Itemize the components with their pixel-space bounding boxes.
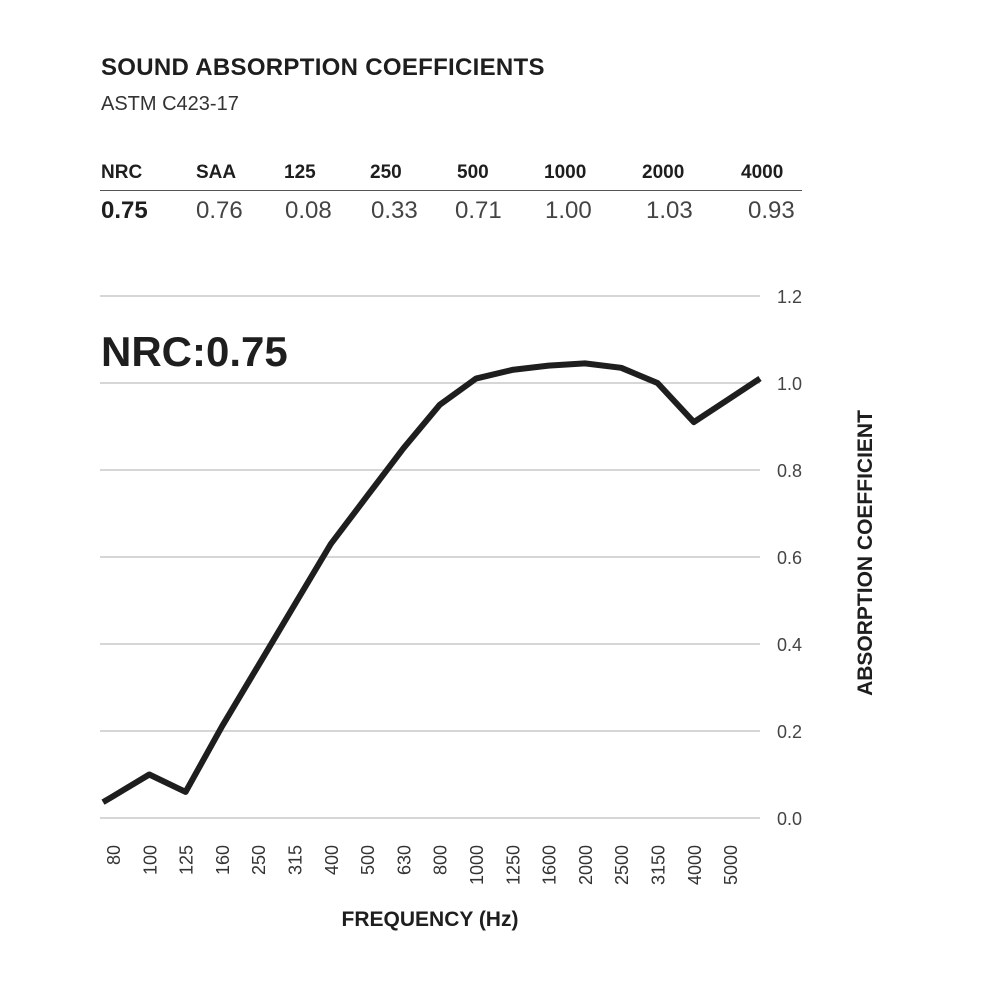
x-tick-label: 1000 xyxy=(467,845,487,885)
x-tick-label: 400 xyxy=(322,845,342,875)
chart-title: SOUND ABSORPTION COEFFICIENTS xyxy=(101,54,545,81)
table-header: NRC xyxy=(101,162,143,183)
table-value: 0.93 xyxy=(748,197,795,224)
series-line xyxy=(101,360,762,805)
table-value: 0.08 xyxy=(285,197,332,224)
x-tick-label: 1600 xyxy=(540,845,560,885)
x-tick-label: 315 xyxy=(286,845,306,875)
table-header: 1000 xyxy=(544,162,587,183)
table-value: 0.33 xyxy=(371,197,418,224)
table-value: 0.76 xyxy=(196,197,243,224)
table-header: SAA xyxy=(196,162,237,183)
table-value: 1.00 xyxy=(545,197,592,224)
y-axis-label: ABSORPTION COEFFICIENT xyxy=(854,410,877,696)
y-tick-label: 0.8 xyxy=(777,461,802,481)
table-header: 500 xyxy=(457,162,489,183)
x-tick-label: 2000 xyxy=(576,845,596,885)
x-tick-label: 500 xyxy=(358,845,378,875)
y-tick-label: 0.4 xyxy=(777,635,802,655)
x-axis-label: FREQUENCY (Hz) xyxy=(342,908,519,931)
table-header: 2000 xyxy=(642,162,685,183)
chart-subtitle: ASTM C423-17 xyxy=(101,93,239,115)
x-tick-label: 250 xyxy=(249,845,269,875)
x-tick-label: 3150 xyxy=(649,845,669,885)
x-tick-label: 4000 xyxy=(685,845,705,885)
y-tick-label: 0.2 xyxy=(777,722,802,742)
table-value: 0.75 xyxy=(101,197,148,224)
table-header: 125 xyxy=(284,162,316,183)
nrc-annotation: NRC:0.75 xyxy=(101,328,288,375)
table-divider xyxy=(100,190,802,191)
x-tick-label: 1250 xyxy=(503,845,523,885)
table-value: 0.71 xyxy=(455,197,502,224)
y-tick-label: 1.0 xyxy=(777,374,802,394)
table-value: 1.03 xyxy=(646,197,693,224)
x-tick-label: 800 xyxy=(431,845,451,875)
x-tick-label: 160 xyxy=(213,845,233,875)
x-tick-label: 80 xyxy=(104,845,124,865)
x-tick-label: 100 xyxy=(140,845,160,875)
y-tick-label: 0.6 xyxy=(777,548,802,568)
x-tick-label: 2500 xyxy=(612,845,632,885)
table-header: 4000 xyxy=(741,162,784,183)
x-tick-label: 5000 xyxy=(721,845,741,885)
y-tick-label: 1.2 xyxy=(777,287,802,307)
y-tick-label: 0.0 xyxy=(777,809,802,829)
table-header: 250 xyxy=(370,162,402,183)
x-tick-label: 125 xyxy=(177,845,197,875)
x-tick-label: 630 xyxy=(394,845,414,875)
